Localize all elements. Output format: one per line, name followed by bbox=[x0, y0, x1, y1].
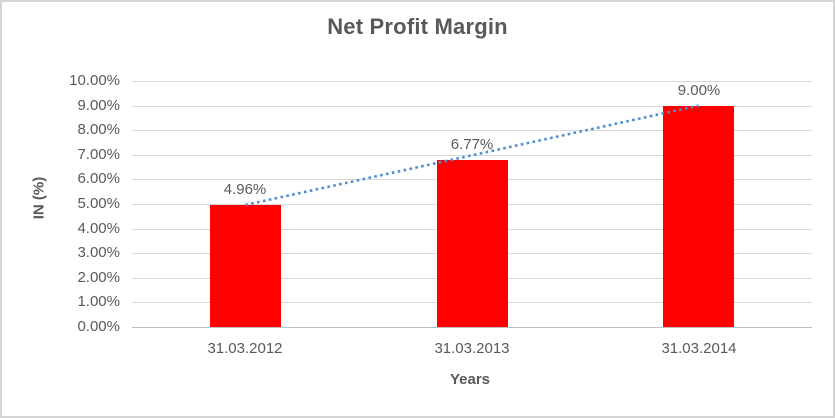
y-tick-label: 2.00% bbox=[77, 269, 120, 286]
y-tick-label: 7.00% bbox=[77, 146, 120, 163]
chart-title: Net Profit Margin bbox=[327, 14, 508, 39]
x-axis-line bbox=[132, 327, 812, 328]
y-tick-label: 3.00% bbox=[77, 244, 120, 261]
x-tick-label: 31.03.2014 bbox=[661, 340, 737, 357]
x-axis-title: Years bbox=[449, 371, 491, 388]
y-tick-label: 5.00% bbox=[77, 195, 120, 212]
y-tick-label: 10.00% bbox=[69, 72, 120, 89]
y-tick-label: 1.00% bbox=[77, 293, 120, 310]
bar bbox=[663, 106, 734, 327]
bar bbox=[437, 160, 508, 327]
bar bbox=[210, 205, 281, 327]
gridline bbox=[132, 81, 812, 82]
bar-data-label: 4.96% bbox=[223, 181, 267, 198]
bar-data-label: 6.77% bbox=[450, 136, 494, 153]
bar-data-label: 9.00% bbox=[677, 82, 721, 99]
x-tick-label: 31.03.2013 bbox=[434, 340, 510, 357]
y-tick-label: 9.00% bbox=[77, 97, 120, 114]
y-tick-label: 4.00% bbox=[77, 220, 120, 237]
y-tick-label: 8.00% bbox=[77, 121, 120, 138]
y-tick-label: 6.00% bbox=[77, 170, 120, 187]
y-tick-label: 0.00% bbox=[77, 318, 120, 335]
x-tick-label: 31.03.2012 bbox=[207, 340, 283, 357]
